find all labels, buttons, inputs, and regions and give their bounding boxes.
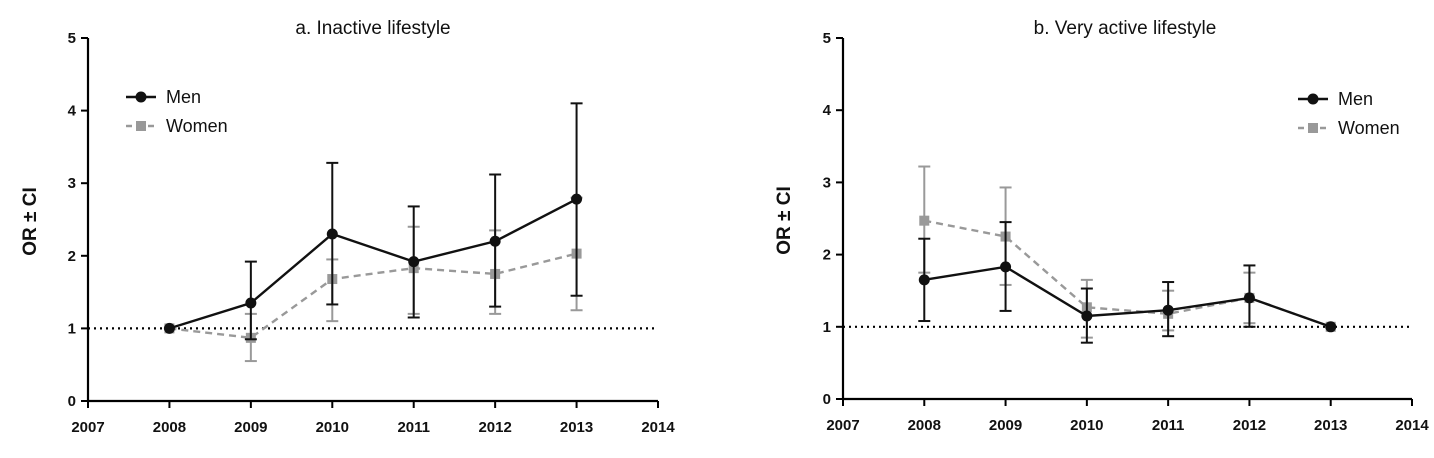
data-point	[571, 193, 583, 205]
x-tick-label: 2009	[234, 419, 267, 436]
x-tick-label: 2014	[1395, 417, 1429, 434]
x-tick-label: 2013	[1314, 417, 1347, 434]
chart-title: a. Inactive lifestyle	[295, 18, 450, 39]
series-line	[169, 198, 578, 330]
series-line	[924, 265, 1332, 328]
data-point	[919, 215, 930, 226]
y-tick-label: 5	[823, 30, 831, 47]
y-tick-label: 4	[68, 103, 77, 120]
legend: Men Women	[126, 87, 228, 136]
data-point	[918, 274, 930, 286]
data-point	[1325, 321, 1337, 333]
y-tick-label: 2	[68, 248, 76, 265]
legend-label: Women	[166, 116, 228, 136]
x-tick-label: 2008	[908, 417, 941, 434]
chart-panel-b: b. Very active lifestyle OR ± CI 0 1 2 3 4 5 200…	[774, 18, 1429, 434]
data-point	[1243, 292, 1255, 304]
y-tick-label: 0	[68, 393, 76, 410]
x-tick-label: 2013	[560, 419, 593, 436]
x-tick-label: 2011	[1152, 417, 1185, 434]
y-axis-label: OR ± CI	[20, 187, 41, 256]
y-tick-label: 1	[68, 320, 76, 337]
y-tick-label: 1	[823, 319, 831, 336]
series-line	[169, 252, 577, 340]
data-point	[489, 235, 501, 247]
series-women	[164, 196, 583, 363]
data-point	[163, 322, 175, 334]
x-tick-label: 2012	[478, 419, 511, 436]
series-men	[163, 102, 583, 341]
y-tick-label: 4	[823, 102, 832, 119]
data-point	[1162, 304, 1174, 316]
x-tick-label: 2007	[71, 419, 104, 436]
chart-panel-a: a. Inactive lifestyle OR ± CI 0 1 2 3 4 5 2007 20…	[20, 18, 675, 436]
legend-label: Women	[1338, 118, 1400, 138]
x-tick-label: 2008	[153, 419, 186, 436]
series-men	[918, 221, 1337, 344]
y-axis-label: OR ± CI	[774, 186, 795, 255]
data-point	[326, 228, 338, 240]
x-tick-label: 2014	[641, 419, 675, 436]
legend-label: Men	[1338, 89, 1373, 109]
y-tick-label: 5	[68, 30, 76, 47]
x-tick-label: 2009	[989, 417, 1022, 434]
legend-marker	[1307, 93, 1319, 105]
x-tick-label: 2007	[826, 417, 859, 434]
x-tick-label: 2012	[1233, 417, 1266, 434]
legend-marker	[1308, 123, 1318, 133]
legend-label: Men	[166, 87, 201, 107]
x-tick-label: 2011	[397, 419, 430, 436]
data-point	[245, 297, 257, 309]
x-tick-label: 2010	[316, 419, 349, 436]
data-point	[408, 256, 420, 268]
data-point	[1081, 310, 1093, 322]
legend: Men Women	[1298, 89, 1400, 138]
x-tick-label: 2010	[1070, 417, 1103, 434]
legend-marker	[136, 121, 146, 131]
chart-title: b. Very active lifestyle	[1034, 18, 1217, 39]
y-tick-label: 0	[823, 391, 831, 408]
data-point	[1000, 261, 1012, 273]
y-tick-label: 3	[68, 175, 76, 192]
series-line	[924, 219, 1332, 328]
legend-marker	[135, 91, 147, 103]
y-tick-label: 3	[823, 174, 831, 191]
y-tick-label: 2	[823, 247, 831, 264]
